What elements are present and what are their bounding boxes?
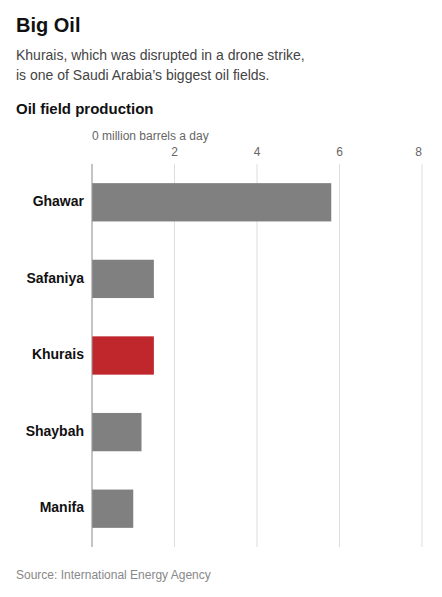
tick-label: 6: [336, 145, 343, 159]
bar: [92, 490, 133, 528]
grid-line: [339, 164, 340, 547]
grid-line: [422, 164, 423, 547]
subtitle: Khurais, which was disrupted in a drone …: [16, 47, 305, 83]
tick-label: 8: [415, 145, 422, 159]
category-label: Manifa: [40, 499, 85, 515]
grid-line: [92, 164, 93, 547]
bars: [92, 183, 331, 528]
subtitle-line: Khurais, which was disrupted in a drone …: [16, 47, 305, 63]
subtitle-line: is one of Saudi Arabia’s biggest oil fie…: [16, 67, 269, 83]
grid: [92, 164, 422, 547]
tick-label: 0 million barrels a day: [92, 129, 209, 143]
bar: [92, 336, 154, 374]
tick-label: 4: [254, 145, 261, 159]
chart: Big Oil Khurais, which was disrupted in a…: [0, 0, 442, 597]
category-label: Safaniya: [26, 270, 84, 286]
category-label: Shaybah: [26, 423, 84, 439]
source: Source: International Energy Agency: [16, 568, 211, 582]
background: [0, 0, 442, 597]
y-axis-line: [92, 164, 93, 547]
bar: [92, 183, 331, 221]
bar: [92, 413, 142, 451]
bar: [92, 260, 154, 298]
chart-label: Oil field production: [16, 100, 154, 117]
category-label: Khurais: [32, 346, 84, 362]
tick-label: 2: [171, 145, 178, 159]
category-label: Ghawar: [33, 193, 85, 209]
title: Big Oil: [16, 14, 80, 36]
